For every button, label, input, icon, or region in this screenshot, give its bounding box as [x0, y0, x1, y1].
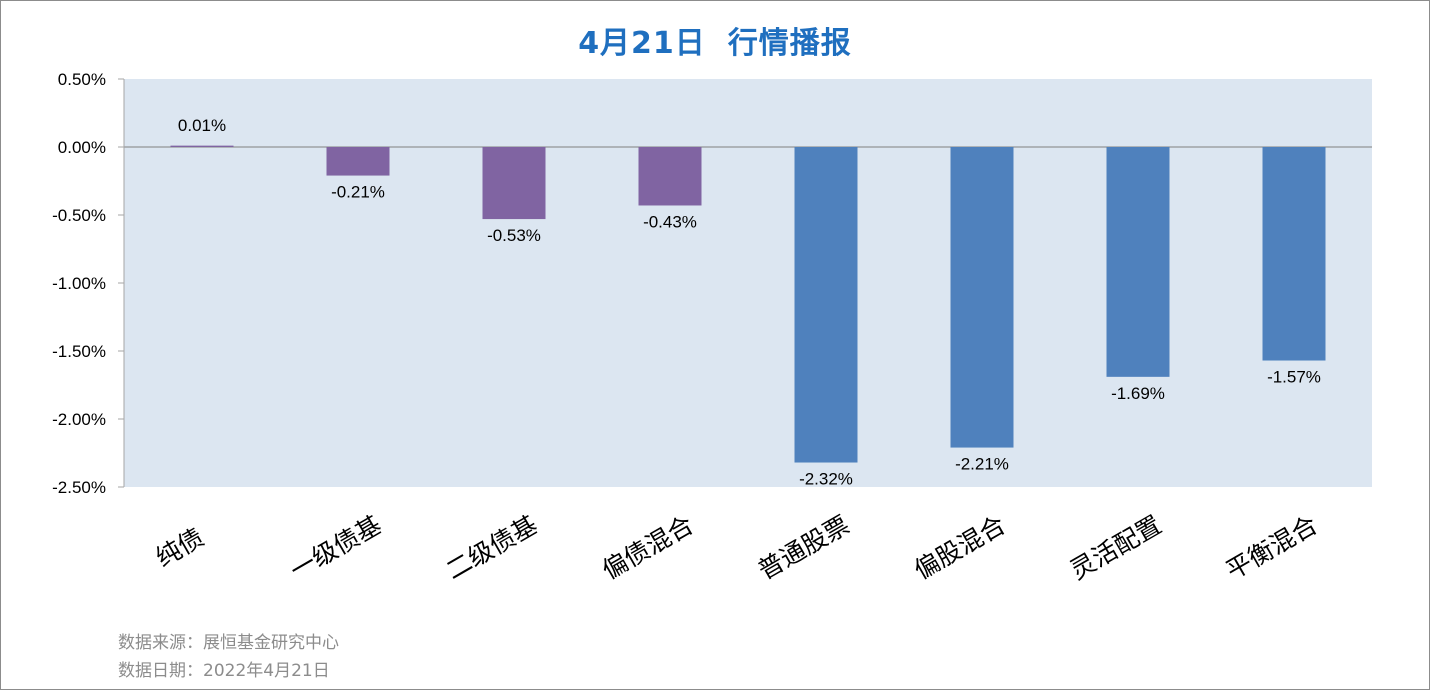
- y-tick-label: 0.50%: [58, 70, 106, 89]
- y-tick-label: -0.50%: [52, 206, 106, 225]
- data-label-8: -1.57%: [1267, 368, 1321, 387]
- plot-area: [124, 79, 1372, 487]
- bar-4: [638, 147, 702, 206]
- x-tick-label: 偏股混合: [909, 510, 1010, 585]
- data-label-5: -2.32%: [799, 470, 853, 489]
- data-label-4: -0.43%: [643, 212, 697, 231]
- bar-1: [170, 145, 234, 147]
- x-tick-label: 一级债基: [285, 510, 386, 585]
- y-tick-label: -1.00%: [52, 274, 106, 293]
- chart-title: 4月21日 行情播报: [0, 18, 1430, 62]
- title-date: 4月21日: [578, 26, 706, 61]
- title-text: 行情播报: [727, 26, 852, 61]
- data-label-7: -1.69%: [1111, 384, 1165, 403]
- bar-3: [482, 147, 546, 220]
- bar-5: [794, 147, 858, 463]
- bar-7: [1106, 147, 1170, 377]
- data-label-3: -0.53%: [487, 226, 541, 245]
- data-label-1: 0.01%: [178, 116, 226, 135]
- x-tick-label: 纯债: [151, 523, 209, 573]
- x-tick-label: 普通股票: [753, 510, 854, 585]
- bar-2: [326, 147, 390, 176]
- data-label-6: -2.21%: [955, 455, 1009, 474]
- x-tick-label: 平衡混合: [1221, 510, 1322, 585]
- bar-6: [950, 147, 1014, 448]
- bar-8: [1262, 147, 1326, 361]
- y-tick-label: -1.50%: [52, 342, 106, 361]
- x-tick-label: 偏债混合: [597, 510, 698, 585]
- data-labels: 0.01% -0.21% -0.53% -0.43% -2.32% -2.21% -1.69…: [178, 116, 1321, 489]
- data-source-note: 数据来源：展恒基金研究中心: [118, 633, 339, 653]
- y-axis: 0.50% 0.00% -0.50% -1.00% -1.50% -2.00% -2.50%: [52, 70, 124, 497]
- x-axis: 纯债 一级债基 二级债基 偏债混合 普通股票 偏股混合 灵活配置 平衡混合: [151, 510, 1322, 585]
- data-label-2: -0.21%: [331, 183, 385, 202]
- y-tick-label: -2.00%: [52, 410, 106, 429]
- x-tick-label: 二级债基: [441, 510, 542, 585]
- bars: [170, 145, 1326, 463]
- x-tick-label: 灵活配置: [1065, 510, 1166, 585]
- y-tick-label: -2.50%: [52, 478, 106, 497]
- data-date-note: 数据日期：2022年4月21日: [118, 661, 330, 681]
- y-tick-label: 0.00%: [58, 138, 106, 157]
